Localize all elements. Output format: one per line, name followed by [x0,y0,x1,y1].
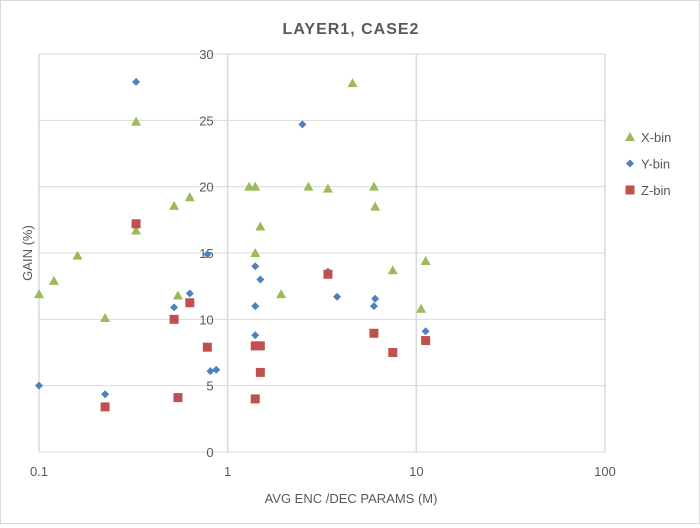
x-tick-label: 0.1 [30,464,48,479]
data-point [172,290,183,300]
data-point [333,292,342,301]
data-point [251,262,260,271]
data-point [298,120,307,129]
square-marker-icon [625,185,635,195]
y-tick-label: 10 [199,312,213,327]
legend-label: X-bin [641,130,671,145]
data-point [416,303,427,313]
x-tick-label: 1 [224,464,231,479]
data-point [131,116,142,126]
data-point [170,303,179,312]
data-point [202,342,212,352]
data-point [203,250,212,259]
data-point [35,381,43,390]
x-tick-label: 10 [409,464,423,479]
legend: X-bin Y-bin Z-bin [625,130,671,198]
data-point [101,390,110,399]
data-point [303,181,314,191]
series-z-bin [100,219,431,412]
x-tick-label: 100 [594,464,616,479]
data-point [250,341,260,351]
data-point [173,393,183,403]
legend-item: Y-bin [626,157,670,172]
data-point [169,314,179,324]
y-axis-label: GAIN (%) [20,225,35,281]
data-point [255,367,265,377]
chart-title: LAYER1, CASE2 [283,21,420,38]
data-point [387,265,398,275]
data-point [371,294,380,303]
data-point [369,302,378,311]
series-y-bin [35,77,430,399]
y-tick-label: 25 [199,113,213,128]
data-point [48,275,59,285]
data-point [132,77,141,86]
data-point [369,328,379,338]
data-point [251,331,260,340]
data-point [100,313,111,323]
data-point [255,341,265,351]
data-point [368,181,379,191]
y-tick-label: 20 [199,180,213,195]
legend-label: Z-bin [641,183,671,198]
x-axis-label: AVG ENC /DEC PARAMS (M) [265,491,438,506]
triangle-marker-icon [625,132,635,141]
legend-item: Z-bin [625,183,671,198]
data-point [131,219,141,229]
legend-item: X-bin [625,130,671,145]
data-point [169,200,180,210]
y-tick-label: 5 [206,379,213,394]
data-point [388,348,398,357]
data-points [34,77,431,412]
y-tick-label: 30 [199,47,213,62]
gridlines [38,53,606,453]
data-point [131,225,142,235]
data-point [255,221,266,231]
data-point [256,275,265,284]
data-point [72,250,83,260]
data-point [212,365,221,374]
data-point [347,78,358,88]
data-point [421,336,431,346]
data-point [250,394,260,404]
series-x-bin [34,78,431,323]
data-point [100,402,110,412]
data-point [323,269,333,279]
data-point [206,367,215,376]
data-point [322,183,333,193]
data-point [250,181,261,191]
data-point [34,289,44,299]
data-point [185,289,194,298]
diamond-marker-icon [626,159,634,168]
data-point [250,248,261,257]
data-point [421,327,430,336]
y-tick-label: 0 [206,445,213,460]
data-point [184,192,195,202]
data-point [370,201,381,211]
data-point [420,255,431,265]
data-point [276,289,287,299]
legend-label: Y-bin [641,157,670,172]
data-point [185,298,195,308]
data-point [251,302,260,311]
